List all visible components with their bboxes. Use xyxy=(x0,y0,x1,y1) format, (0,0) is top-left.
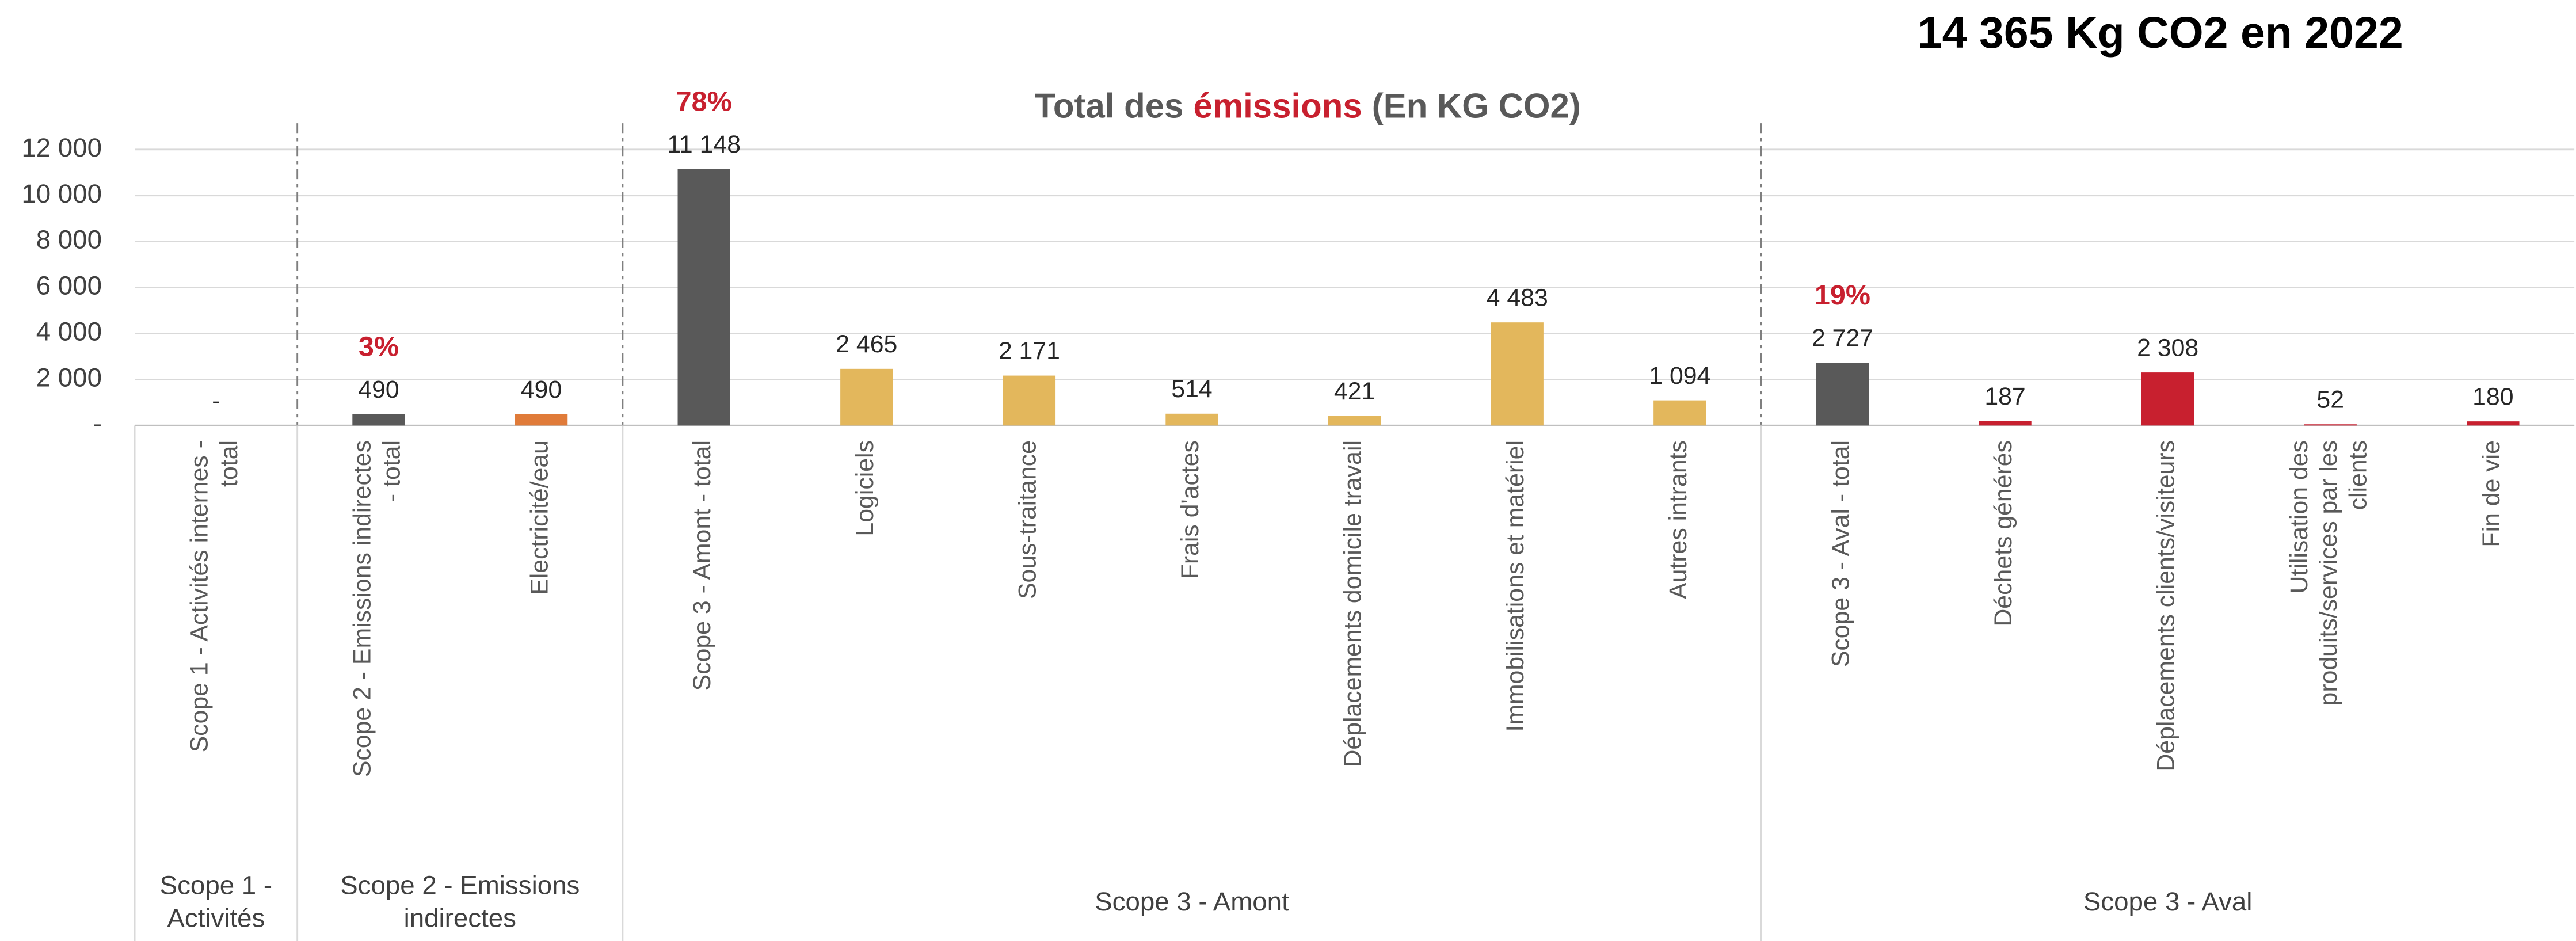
bar xyxy=(1491,322,1544,426)
percent-label: 78% xyxy=(676,86,732,117)
value-label: 2 308 xyxy=(2137,334,2198,361)
x-tick-label: Déplacements domicile travail xyxy=(1339,440,1367,767)
value-label: 180 xyxy=(2472,383,2513,410)
bar xyxy=(2304,424,2357,426)
x-tick-label: Déchets générés xyxy=(1990,440,2017,627)
x-tick-label: Fin de vie xyxy=(2478,440,2505,547)
x-tick-label: Utilisation des produits/services par les… xyxy=(2285,440,2372,706)
y-tick-label: 12 000 xyxy=(21,133,102,162)
value-label: 52 xyxy=(2316,386,2344,414)
x-tick-label: Electricité/eau xyxy=(526,440,554,595)
group-label: Scope 3 - Aval xyxy=(2083,887,2253,916)
value-label: 1 094 xyxy=(1649,362,1710,390)
bar xyxy=(840,368,893,426)
x-tick-label: Scope 1 - Activités internes - total xyxy=(186,440,243,752)
y-tick-label: 10 000 xyxy=(21,179,102,208)
value-label: 11 148 xyxy=(667,131,741,158)
value-label: 2 171 xyxy=(999,337,1060,365)
value-label: 187 xyxy=(1984,383,2025,410)
group-label: Scope 2 - Emissions indirectes xyxy=(340,871,580,933)
title-part: (En KG CO2) xyxy=(1372,86,1581,125)
x-tick-label: Scope 2 - Emissions indirectes - total xyxy=(349,440,406,777)
bar xyxy=(352,414,405,426)
value-label: 2 465 xyxy=(836,330,897,358)
bar xyxy=(2467,421,2520,426)
title-part: émissions xyxy=(1194,86,1362,125)
y-tick-label: 4 000 xyxy=(36,317,102,346)
value-label: 490 xyxy=(521,376,562,403)
y-tick-label: - xyxy=(93,409,102,438)
value-label: 2 727 xyxy=(1812,325,1873,352)
bar xyxy=(1328,416,1381,426)
x-tick-label: Logiciels xyxy=(851,440,879,536)
bar xyxy=(2141,372,2194,426)
group-label: Scope 3 - Amont xyxy=(1095,887,1289,916)
bar xyxy=(1165,413,1218,426)
percent-label: 3% xyxy=(359,331,399,362)
x-tick-label: Immobilisations et matériel xyxy=(1502,440,1530,732)
x-tick-label: Sous-traitance xyxy=(1014,440,1042,599)
x-tick-label: Autres intrants xyxy=(1664,440,1692,599)
title-part: Total des xyxy=(1035,86,1184,125)
bar xyxy=(1003,375,1056,426)
bar xyxy=(1979,421,2032,426)
value-label: - xyxy=(212,387,220,415)
value-label: 421 xyxy=(1334,378,1375,405)
value-label: 490 xyxy=(358,376,399,403)
y-tick-label: 2 000 xyxy=(36,363,102,392)
y-tick-label: 8 000 xyxy=(36,225,102,254)
group-label: Scope 1 -Activités xyxy=(160,871,272,933)
bar xyxy=(677,169,730,426)
bar xyxy=(1653,400,1706,426)
bar xyxy=(1816,363,1869,426)
value-label: 4 483 xyxy=(1487,284,1548,312)
header-total: 14 365 Kg CO2 en 2022 xyxy=(1918,8,2403,58)
percent-label: 19% xyxy=(1815,280,1870,311)
x-tick-label: Scope 3 - Amont - total xyxy=(689,440,717,691)
bar xyxy=(515,414,568,426)
value-label: 514 xyxy=(1171,375,1212,403)
y-tick-label: 6 000 xyxy=(36,271,102,300)
x-tick-label: Déplacements clients/visiteurs xyxy=(2152,440,2180,772)
x-tick-label: Frais d'actes xyxy=(1176,440,1204,579)
chart-title: Total des émissions (En KG CO2) xyxy=(1035,86,1581,125)
x-tick-label: Scope 3 - Aval - total xyxy=(1827,440,1855,667)
